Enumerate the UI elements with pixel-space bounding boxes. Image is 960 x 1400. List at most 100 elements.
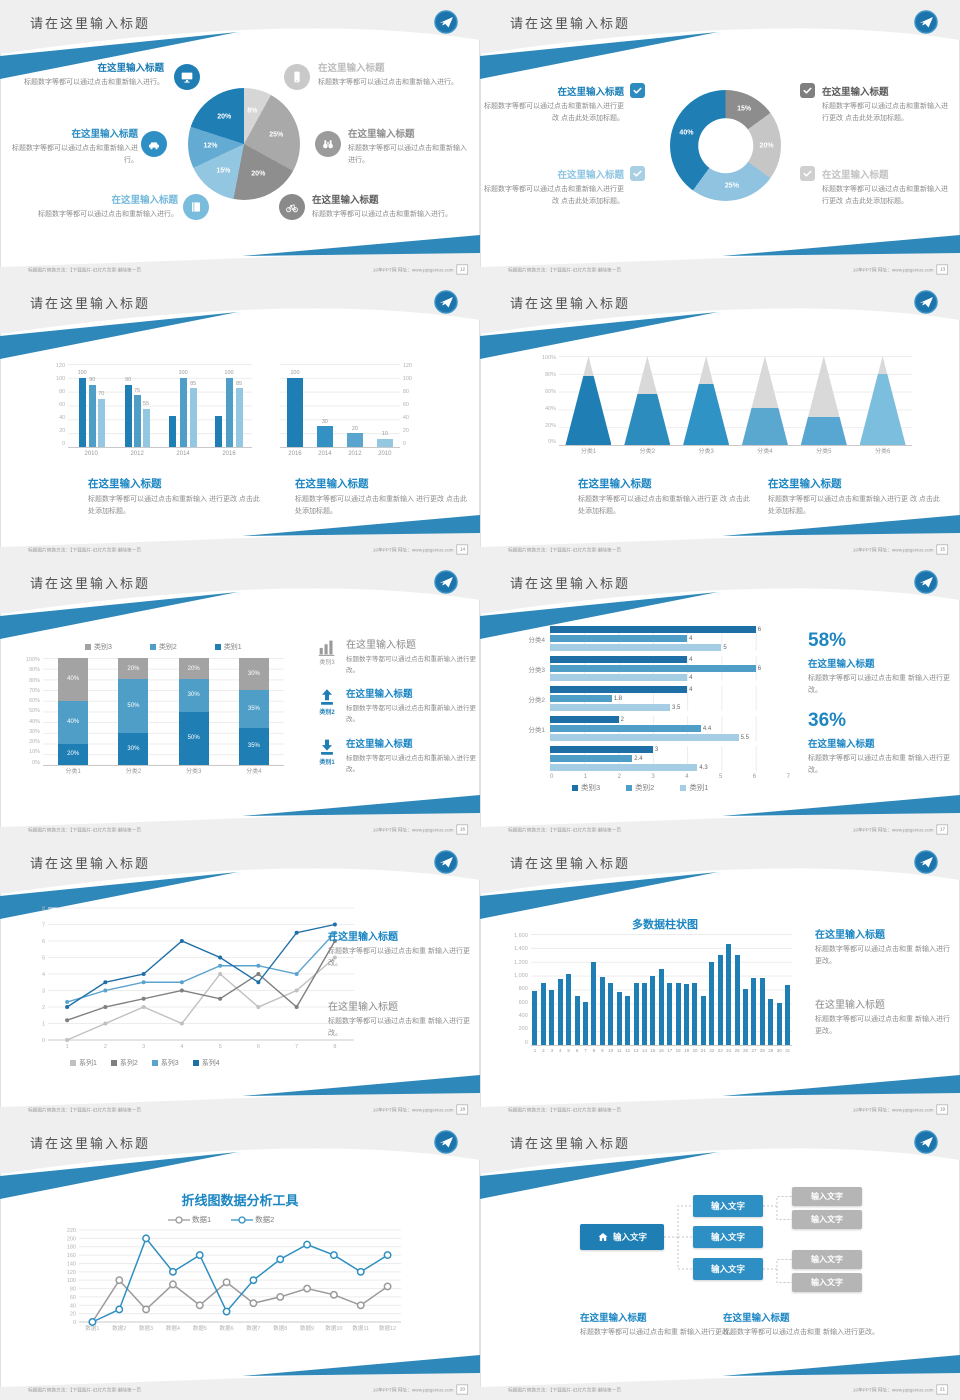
text-block: 在这里输入标题 标题数字等都可以通过点击和重新输入 进行更改 点击此处添加标题。 bbox=[295, 476, 467, 519]
slide-footer: 标题图片替换方法：【下载图片-幻灯片背景-删除第一页 10年PPT网 网址：www… bbox=[508, 1103, 948, 1116]
org-leaf-node: 输入文字 bbox=[792, 1250, 862, 1269]
block-heading: 在这里输入标题 bbox=[328, 932, 398, 943]
pie-callout: 在这里输入标题 标题数字等都可以通过点击和重新输入进行。 bbox=[28, 192, 178, 221]
svg-text:40: 40 bbox=[70, 1303, 76, 1309]
footer-note: 标题图片替换方法：【下载图片-幻灯片背景-删除第一页 bbox=[28, 1388, 142, 1394]
svg-text:5: 5 bbox=[42, 956, 45, 962]
brand-logo bbox=[914, 850, 938, 874]
book-icon bbox=[183, 194, 209, 220]
svg-text:数据4: 数据4 bbox=[166, 1324, 180, 1332]
svg-text:数据10: 数据10 bbox=[325, 1324, 342, 1332]
chart-legend: 系列1 系列2 系列3 系列4 bbox=[70, 1058, 220, 1068]
stacked-bar-chart: 100% 90% 80% 70% 60% 50% 40% 30% 20% 10% 0% 20% 40% 4… bbox=[26, 657, 284, 778]
donut-callout: 在这里输入标题 标题数字等都可以通过点击和重新输入进行更改 点击此处添加标题。 bbox=[480, 84, 624, 126]
slide-thumbnail-15[interactable]: 请在这里输入标题 100% 80% 60% 40% 20% 0% 分类1 分类2 分类3 分类4 分… bbox=[480, 280, 960, 560]
callout-heading: 在这里输入标题 bbox=[97, 63, 164, 74]
chart-legend: 数据1 数据2 bbox=[168, 1214, 274, 1225]
slide-thumbnail-19[interactable]: 请在这里输入标题 多数据柱状图 1,600 1,400 1,200 1,000 800 6… bbox=[480, 840, 960, 1120]
legend-item: 数据1 bbox=[168, 1214, 211, 1225]
page-number: 16 bbox=[456, 824, 468, 835]
svg-text:4: 4 bbox=[180, 1044, 183, 1050]
grouped-bar-chart: 120 100 80 60 40 20 0 100 90 70 90 75 55 100 85 100 85 20… bbox=[56, 363, 252, 460]
callout-body: 标题数字等都可以通过点击和重新输入进行更改 点击此处添加标题。 bbox=[484, 103, 624, 123]
slide-title: 请在这里输入标题 bbox=[30, 856, 151, 871]
slide-thumbnail-17[interactable]: 请在这里输入标题 分类4 6 4 5 分类3 4 6 4 分类2 4 1.8 3.5 分类1 2 4.4 5.… bbox=[480, 560, 960, 840]
callout-body: 标题数字等都可以通过点击和重新输入进行更改 点击此处添加标题。 bbox=[822, 186, 948, 206]
donut-callout: 在这里输入标题 标题数字等都可以通过点击和重新输入进行更改 点击此处添加标题。 bbox=[822, 84, 954, 126]
top-curve-decoration bbox=[0, 560, 480, 639]
footer-note: 标题图片替换方法：【下载图片-幻灯片背景-删除第一页 bbox=[508, 1388, 622, 1394]
slide-thumbnail-12[interactable]: 请在这里输入标题 8% 25% 20% 15% 12% 20% 在这里输入标题 标题数字等都… bbox=[0, 0, 480, 280]
stat-body: 标题数字等都可以通过点击和重 新输入进行更改。 bbox=[808, 755, 950, 775]
bicycle-icon bbox=[279, 194, 305, 220]
block-body: 标题数字等都可以通过点击和重 新输入进行更改。 bbox=[580, 1329, 736, 1336]
legend-item: 系列3 bbox=[151, 1058, 179, 1068]
slide-thumbnail-16[interactable]: 请在这里输入标题 类别3 类别2 类别1 100% 90% 80% 70% 60% 50%… bbox=[0, 560, 480, 840]
page-number: 20 bbox=[456, 1384, 468, 1395]
smartphone-icon bbox=[284, 64, 310, 90]
page-number: 15 bbox=[936, 544, 948, 555]
car-icon bbox=[141, 131, 167, 157]
text-block: 在这里输入标题 标题数字等都可以通过点击和重新输入进行更改。 bbox=[346, 636, 476, 677]
slide-footer: 标题图片替换方法：【下载图片-幻灯片背景-删除第一页 10年PPT网 网址：www… bbox=[508, 543, 948, 556]
legend-item: 类别1 bbox=[680, 782, 709, 793]
chart-title: 折线图数据分析工具 bbox=[181, 1193, 299, 1208]
legend-item: 类别2 bbox=[149, 642, 177, 652]
text-block: 在这里输入标题 标题数字等都可以通过点击和重 新输入进行更改。 bbox=[815, 996, 955, 1039]
slide-title: 请在这里输入标题 bbox=[510, 1136, 631, 1151]
top-curve-decoration bbox=[480, 0, 960, 79]
pie-callout: 在这里输入标题 标题数字等都可以通过点击和重新输入进行。 bbox=[348, 126, 472, 168]
svg-text:220: 220 bbox=[67, 1228, 76, 1234]
slide-footer: 标题图片替换方法：【下载图片-幻灯片背景-删除第一页 10年PPT网 网址：www… bbox=[28, 823, 468, 836]
top-curve-decoration bbox=[480, 840, 960, 919]
slide-footer: 标题图片替换方法：【下载图片-幻灯片背景-删除第一页 10年PPT网 网址：www… bbox=[28, 1383, 468, 1396]
slide-footer: 标题图片替换方法：【下载图片-幻灯片背景-删除第一页 10年PPT网 网址：www… bbox=[508, 823, 948, 836]
slide-title: 请在这里输入标题 bbox=[30, 576, 151, 591]
slide-title: 请在这里输入标题 bbox=[510, 856, 631, 871]
pie-chart: 8% 25% 20% 15% 12% 20% bbox=[188, 88, 300, 200]
callout-heading: 在这里输入标题 bbox=[557, 170, 624, 181]
text-block: 在这里输入标题 标题数字等都可以通过点击和重 新输入进行更改。 bbox=[723, 1310, 883, 1339]
text-block: 在这里输入标题 标题数字等都可以通过点击和重新输入进行更 改 点击此处添加标题。 bbox=[578, 476, 756, 519]
svg-text:6: 6 bbox=[257, 1044, 260, 1050]
slide-footer: 标题图片替换方法：【下载图片-幻灯片背景-删除第一页 10年PPT网 网址：www… bbox=[28, 543, 468, 556]
pie-callout: 在这里输入标题标题数字等都可以通过点击和重新输入进行。 bbox=[14, 60, 164, 89]
callout-heading: 在这里输入标题 bbox=[318, 63, 385, 74]
svg-text:7: 7 bbox=[42, 923, 45, 929]
block-heading: 在这里输入标题 bbox=[768, 478, 842, 490]
slide-thumbnail-18[interactable]: 请在这里输入标题 8 7 6 5 4 3 2 1 0 1 2 3 4 5 6 7 8 系列1 系列2 系列3 系… bbox=[0, 840, 480, 1120]
page-number: 18 bbox=[456, 1104, 468, 1115]
footer-site: 10年PPT网 网址：www.pptgenius.com bbox=[852, 828, 934, 834]
slide-thumbnail-13[interactable]: 请在这里输入标题 15% 20% 25% 40% 在这里输入标题 标题数字等都可以通过点… bbox=[480, 0, 960, 280]
footer-note: 标题图片替换方法：【下载图片-幻灯片背景-删除第一页 bbox=[28, 268, 142, 274]
callout-body: 标题数字等都可以通过点击和重新输入进行。 bbox=[348, 145, 467, 165]
slide-thumbnail-20[interactable]: 请在这里输入标题 折线图数据分析工具 数据1 数据2 220 200 180 160 1… bbox=[0, 1120, 480, 1400]
slide-footer: 标题图片替换方法：【下载图片-幻灯片背景-删除第一页 10年PPT网 网址：www… bbox=[28, 1103, 468, 1116]
slide-thumbnail-14[interactable]: 请在这里输入标题 120 100 80 60 40 20 0 100 90 70 90 75 55 100… bbox=[0, 280, 480, 560]
text-block: 在这里输入标题 标题数字等都可以通过点击和重 新输入进行更改。 bbox=[328, 928, 470, 971]
stat-block: 58% 在这里输入标题 标题数字等都可以通过点击和重 新输入进行更改。 bbox=[808, 630, 950, 698]
footer-site: 10年PPT网 网址：www.pptgenius.com bbox=[852, 1388, 934, 1394]
monitor-icon bbox=[174, 64, 200, 90]
footer-note: 标题图片替换方法：【下载图片-幻灯片背景-删除第一页 bbox=[508, 548, 622, 554]
chart-legend: 类别3 类别2 类别1 bbox=[572, 782, 709, 793]
column-chart: 1,600 1,400 1,200 1,000 800 600 400 200 0 1 2 3 4 5 6 7… bbox=[514, 933, 792, 1053]
svg-text:数据11: 数据11 bbox=[352, 1324, 369, 1332]
slide-footer: 标题图片替换方法：【下载图片-幻灯片背景-删除第一页 10年PPT网 网址：www… bbox=[508, 263, 948, 276]
svg-text:160: 160 bbox=[67, 1253, 76, 1259]
footer-site: 10年PPT网 网址：www.pptgenius.com bbox=[852, 548, 934, 554]
pie-callout: 在这里输入标题 标题数字等都可以通过点击和重新输入进行。 bbox=[318, 60, 468, 89]
donut-chart: 15% 20% 25% 40% bbox=[670, 90, 781, 201]
pie-callout: 在这里输入标题 标题数字等都可以通过点击和重新输入进行。 bbox=[2, 126, 138, 168]
brand-logo bbox=[434, 1130, 458, 1154]
block-heading: 在这里输入标题 bbox=[815, 930, 885, 941]
footer-note: 标题图片替换方法：【下载图片-幻灯片背景-删除第一页 bbox=[28, 1108, 142, 1114]
callout-body: 标题数字等都可以通过点击和重新输入进行。 bbox=[24, 79, 164, 86]
svg-text:2: 2 bbox=[104, 1044, 107, 1050]
svg-text:5: 5 bbox=[219, 1044, 222, 1050]
stat-value: 36% bbox=[808, 710, 847, 731]
page-number: 19 bbox=[936, 1104, 948, 1115]
slide-thumbnail-21[interactable]: 请在这里输入标题 输入文字 输入文字 输入文字 输入文字 输入文字 输入文字 输… bbox=[480, 1120, 960, 1400]
footer-site: 10年PPT网 网址：www.pptgenius.com bbox=[852, 268, 934, 274]
